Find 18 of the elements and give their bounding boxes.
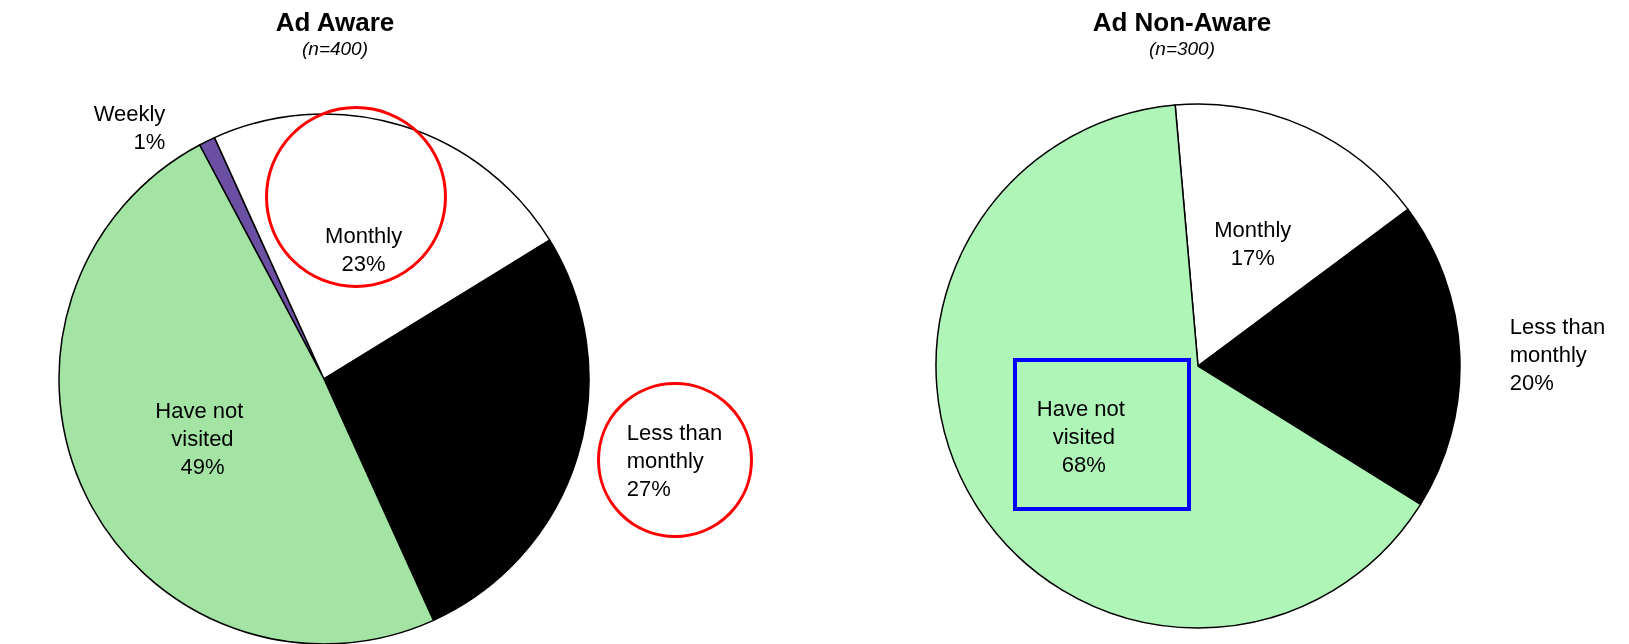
slice-label: Less than monthly: [626, 420, 729, 474]
data-label: 17%: [1230, 245, 1275, 271]
data-label: 23%: [341, 250, 386, 276]
slice-label: Monthly: [1214, 217, 1292, 243]
slice-label: Less than monthly: [1509, 313, 1612, 367]
data-label: 20%: [1509, 369, 1554, 395]
chart-title: Ad Non-Aware: [1092, 7, 1272, 37]
chart-subtitle: (n=300): [1148, 38, 1216, 59]
data-label: 1%: [133, 129, 166, 155]
data-label: 27%: [626, 476, 671, 502]
slice-label: Have not visited: [155, 398, 250, 452]
slice-label: Monthly: [325, 222, 403, 248]
slice-label: Weekly: [93, 101, 166, 127]
data-label: 68%: [1061, 451, 1106, 477]
data-label: 49%: [180, 454, 225, 480]
slice-label: Have not visited: [1036, 395, 1131, 449]
chart-subtitle: (n=400): [301, 38, 369, 59]
chart-title: Ad Aware: [275, 7, 395, 37]
